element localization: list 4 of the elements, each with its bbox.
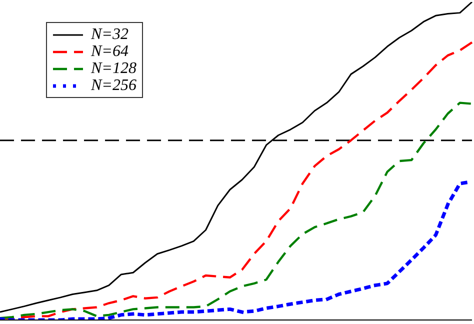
legend-label: N=64	[91, 42, 128, 60]
legend-label: N=256	[91, 76, 136, 94]
legend-label: N=32	[91, 26, 128, 44]
legend-label: N=128	[91, 60, 136, 78]
